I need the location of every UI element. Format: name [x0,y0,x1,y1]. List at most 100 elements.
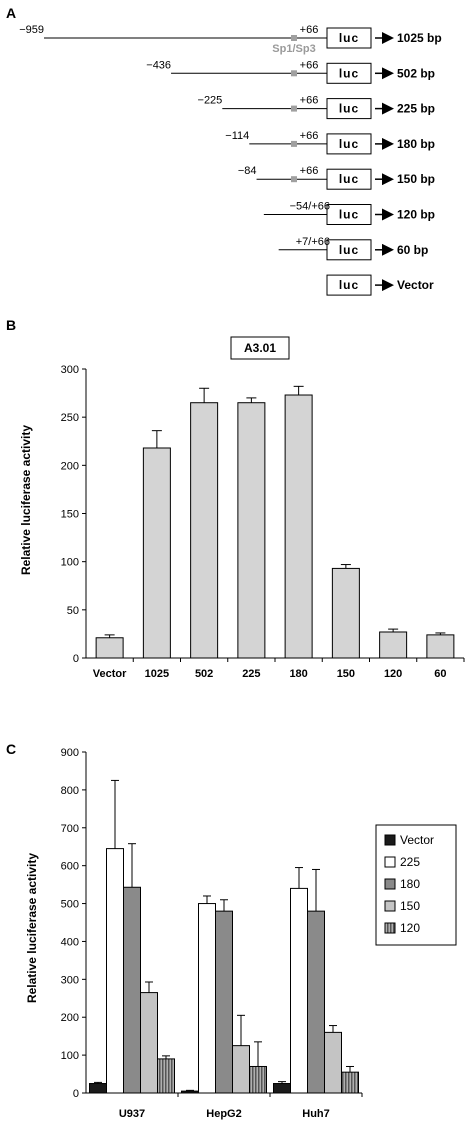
chart-c-y-tick-label: 700 [61,823,79,835]
chart-c-bar-Huh7-180 [307,910,325,1094]
chart-c-legend-swatch-120 [384,922,396,934]
panel-c-letter: C [6,741,16,757]
chart-b-category-label: 502 [195,668,213,680]
chart-c-y-tick-label: 100 [61,1050,79,1062]
construct-2-end-label: +66 [300,95,319,107]
chart-c-legend-label: 120 [400,921,420,935]
chart-c-bar-Huh7-Vector [273,1083,291,1094]
chart-b-title: A3.01 [244,341,276,355]
chart-b-category-label: 120 [384,668,402,680]
chart-c-legend-label: 180 [400,877,420,891]
construct-1-end-label: +66 [300,59,319,71]
construct-1-start-label: −436 [146,59,171,71]
chart-c-bar-U937-120 [157,1058,175,1094]
construct-6-size: 60 bp [397,243,428,257]
chart-c-category-label: Huh7 [302,1108,330,1120]
chart-c-y-tick-label: 500 [61,899,79,911]
chart-c-legend-swatch-150 [384,900,396,912]
construct-1-sp-site [291,70,297,77]
chart-c-bar-U937-Vector [89,1083,107,1094]
panel-b-letter: B [6,317,16,333]
chart-c-bar-HepG2-120 [249,1065,267,1094]
sp-site-label: Sp1/Sp3 [272,43,315,55]
chart-b-y-tick-label: 300 [61,364,79,376]
chart-b-bar-120 [379,631,408,659]
construct-3-size: 180 bp [397,137,435,151]
chart-c-bar-Huh7-120 [341,1071,359,1094]
construct-diagram: luc 1025 bp −959 +66 Sp1/Sp3 luc 502 bp −436 +66… [19,24,442,296]
construct-2-sp-site [291,105,297,112]
construct-7-size: Vector [397,278,434,292]
construct-1-size: 502 bp [397,66,435,80]
chart-c-legend-swatch-Vector [384,834,396,846]
construct-6-start-label: +7/+66 [296,236,330,248]
construct-2-luc-label: luc [339,102,359,116]
chart-c-bar-HepG2-180 [215,910,233,1094]
chart-c-bar-U937-180 [123,886,141,1094]
chart-b-category-label: 180 [289,668,307,680]
chart-c-bar-U937-225 [106,848,124,1094]
construct-6-luc-label: luc [339,243,359,257]
construct-5-luc-label: luc [339,208,359,222]
chart-b-category-label: 60 [434,668,446,680]
chart-b-category-label: 150 [337,668,355,680]
construct-3-sp-site [291,140,297,147]
panel-a-letter: A [6,5,16,21]
chart-b-y-tick-label: 150 [61,509,79,521]
construct-3-start-label: −114 [225,130,249,142]
construct-4-end-label: +66 [300,165,319,177]
construct-7-luc-box [326,274,372,296]
chart-b-bar-180 [284,394,313,659]
chart-c-ylabel: Relative luciferase activity [25,853,39,1003]
construct-3-luc-label: luc [339,137,359,151]
construct-3-end-label: +66 [300,130,319,142]
construct-4-start-label: −84 [238,165,257,177]
construct-2-size: 225 bp [397,102,435,116]
construct-5-start-label: −54/+66 [290,201,330,213]
chart-b-bar-Vector [95,637,124,659]
chart-c-y-tick-label: 400 [61,936,79,948]
chart-b-y-tick-label: 0 [73,653,79,665]
construct-0-sp-site [291,35,297,41]
chart-b-ylabel: Relative luciferase activity [19,425,33,575]
chart-b-y-tick-label: 50 [67,605,79,617]
chart-b-y-tick-label: 250 [61,412,79,424]
chart-b-y-tick-label: 100 [61,557,79,569]
chart-c-y-tick-label: 900 [61,747,79,759]
chart-c-y-tick-label: 300 [61,974,79,986]
construct-0-luc-label: luc [339,31,359,45]
construct-5-size: 120 bp [397,208,435,222]
chart-b-bar-1025 [142,447,171,659]
chart-c-bar-HepG2-Vector [181,1090,199,1094]
chart-b-category-label: 225 [242,668,260,680]
chart-b-bar-150 [331,567,360,659]
construct-0-end-label: +66 [300,24,319,36]
chart-c-category-label: U937 [119,1108,145,1120]
chart-c-bar-Huh7-150 [324,1031,342,1094]
construct-4-size: 150 bp [397,172,435,186]
chart-b-y-tick-label: 200 [61,460,79,472]
chart-b-bar-225 [237,402,266,659]
chart-c-legend-swatch-225 [384,856,396,868]
chart-c-y-tick-label: 200 [61,1012,79,1024]
chart-c-legend-swatch-180 [384,878,396,890]
chart-b-title-box [230,336,290,360]
construct-2-start-label: −225 [198,95,223,107]
chart-b: A3.01 Relative luciferase activity 0 50 10… [19,336,465,680]
construct-0-size: 1025 bp [397,31,442,45]
chart-b-bar-502 [190,402,219,659]
chart-b-category-label: Vector [93,668,127,680]
construct-7-luc-label: luc [339,278,359,292]
chart-c-y-tick-label: 600 [61,861,79,873]
construct-1-luc-label: luc [339,66,359,80]
construct-4-luc-label: luc [339,172,359,186]
chart-c-bar-HepG2-150 [232,1045,250,1094]
chart-c-y-tick-label: 0 [73,1088,79,1100]
chart-b-category-label: 1025 [145,668,169,680]
chart-c-legend-label: Vector [400,833,434,847]
construct-0-start-label: −959 [19,24,44,36]
chart-c-bar-HepG2-225 [198,903,216,1094]
chart-c-bar-U937-150 [140,992,158,1094]
chart-c: Relative luciferase activity 0 100 200 300 4… [25,747,457,1120]
